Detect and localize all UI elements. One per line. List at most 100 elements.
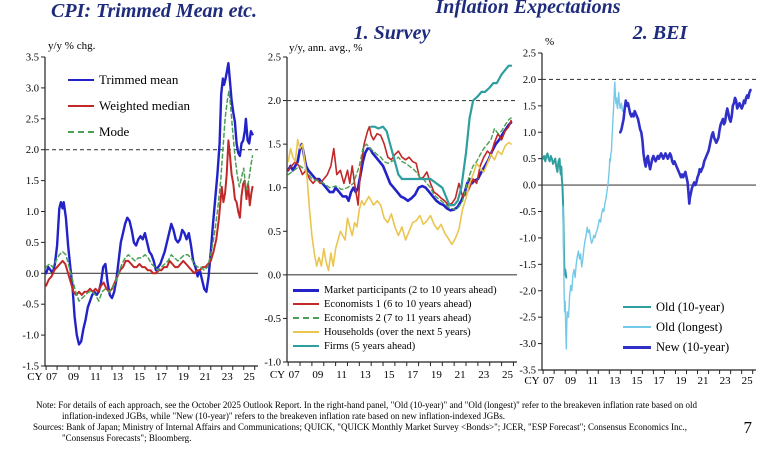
footnote-sources-line-2: "Consensus Forecasts"; Bloomberg. [62, 433, 192, 443]
y-tick-label: 2.5 [523, 49, 536, 60]
series-households-over-the-next-5-years [287, 139, 512, 272]
legend-label: Weighted median [99, 98, 191, 113]
y-tick-label: 2.0 [523, 75, 536, 86]
legend-line-sample [623, 345, 651, 349]
x-tick-label: 25 [502, 369, 514, 381]
cpi-legend: Trimmed mean Weighted median Mode [68, 67, 190, 145]
cpi-chart: -1.5 -1.0 -0.5 0.0 0.5 1.0 1.5 2.0 2.5 3.0 3.5 07 09… [22, 53, 258, 383]
y-tick-label: 3.5 [26, 53, 39, 64]
legend-line-sample [623, 326, 651, 328]
series-economists-2-7-to-11-years-ahead [287, 117, 512, 211]
y-tick-label: -1.0 [22, 331, 39, 342]
y-tick-label: 1.0 [268, 183, 281, 194]
x-tick-label: 07 [46, 371, 58, 383]
x-axis-prefix: CY [524, 375, 539, 387]
series-firms-5-years-ahead [370, 64, 513, 207]
x-tick-label: 15 [134, 371, 146, 383]
y-tick-label: -1.5 [22, 362, 39, 373]
y-tick-label: 2.5 [268, 53, 281, 64]
y-tick-label: 1.5 [26, 176, 39, 187]
legend-label: Firms (5 years ahead) [324, 340, 416, 352]
y-tick-label: -2.0 [519, 286, 536, 297]
x-tick-label: 17 [407, 369, 419, 381]
x-tick-label: 23 [478, 369, 490, 381]
y-tick-label: -1.0 [264, 358, 281, 369]
x-tick-label: 09 [312, 369, 324, 381]
y-tick-label: -0.5 [264, 314, 281, 325]
x-tick-label: 21 [200, 371, 211, 383]
footnote-note-line-2: inflation-indexed JGBs, while "New (10-y… [62, 411, 505, 421]
x-tick-label: 15 [631, 375, 643, 387]
legend-item: Economists 1 (6 to 10 years ahead) [293, 297, 497, 311]
footnote-note-line-1: Note: For details of each approach, see … [36, 400, 697, 410]
x-tick-label: 13 [112, 371, 124, 383]
bei-subtitle: 2. BEI [632, 22, 688, 44]
y-tick-label: -2.5 [519, 313, 536, 324]
legend-item: Old (longest) [623, 317, 729, 337]
legend-line-sample [293, 303, 319, 305]
y-tick-label: 2.0 [268, 96, 281, 107]
y-tick-label: -0.5 [519, 207, 536, 218]
legend-item: Households (over the next 5 years) [293, 325, 497, 339]
x-tick-label: 11 [336, 369, 347, 381]
x-tick-label: 13 [360, 369, 372, 381]
x-tick-label: 25 [742, 375, 754, 387]
x-tick-label: 19 [675, 375, 687, 387]
y-tick-label: 0.0 [26, 269, 39, 280]
bei-unit-label: % [545, 36, 555, 48]
x-tick-label: 09 [68, 371, 80, 383]
series-old-longest [562, 81, 624, 350]
y-tick-label: 0.5 [523, 154, 536, 165]
y-tick-label: 1.0 [523, 128, 536, 139]
legend-line-sample [68, 105, 94, 107]
inflation-expectations-title: Inflation Expectations [435, 0, 621, 18]
survey-unit-label: y/y, ann. avg., % [289, 42, 363, 54]
legend-label: Economists 1 (6 to 10 years ahead) [324, 298, 472, 310]
page-number: 7 [743, 418, 753, 437]
legend-line-sample [293, 331, 319, 333]
x-tick-label: 19 [431, 369, 443, 381]
cpi-unit-label: y/y % chg. [48, 40, 96, 52]
y-tick-label: 0.0 [523, 181, 536, 192]
legend-item: Economists 2 (7 to 11 years ahead) [293, 311, 497, 325]
x-tick-label: 17 [156, 371, 168, 383]
legend-item: Firms (5 years ahead) [293, 339, 497, 353]
series-market-participants-2-to-10-years-ahead [286, 121, 513, 212]
legend-label: Mode [99, 124, 130, 139]
x-tick-label: 23 [720, 375, 732, 387]
x-tick-label: 13 [609, 375, 621, 387]
y-tick-label: -3.5 [519, 366, 536, 377]
y-tick-label: 1.5 [523, 101, 536, 112]
legend-line-sample [68, 79, 94, 81]
series-trimmed-mean [44, 61, 254, 346]
y-tick-label: 0.5 [26, 238, 39, 249]
x-tick-label: 21 [698, 375, 709, 387]
legend-label: Economists 2 (7 to 11 years ahead) [324, 312, 472, 324]
legend-label: Households (over the next 5 years) [324, 326, 471, 338]
series-weighted-median [45, 139, 254, 296]
y-tick-label: 2.5 [26, 114, 39, 125]
bei-chart: -3.5 -3.0 -2.5 -2.0 -1.5 -1.0 -0.5 0.0 0.5 1.0 1.5… [519, 49, 756, 387]
x-tick-label: 11 [90, 371, 101, 383]
legend-line-sample [293, 317, 319, 319]
legend-line-sample [68, 131, 94, 133]
x-tick-label: 17 [653, 375, 665, 387]
cpi-panel-title: CPI: Trimmed Mean etc. [51, 0, 257, 22]
x-tick-label: 15 [383, 369, 395, 381]
y-tick-label: 2.0 [26, 145, 39, 156]
x-axis-prefix: CY [270, 369, 285, 381]
legend-label: Trimmed mean [99, 72, 179, 87]
x-tick-label: 25 [244, 371, 256, 383]
legend-label: Old (10-year) [656, 299, 725, 314]
y-tick-label: 3.0 [26, 83, 39, 94]
y-tick-label: -1.5 [519, 260, 536, 271]
series-new-10-year [619, 88, 752, 205]
legend-line-sample [293, 345, 319, 347]
series-mode [45, 90, 254, 302]
x-tick-label: 07 [289, 369, 301, 381]
x-axis-prefix: CY [27, 371, 42, 383]
y-tick-label: -1.0 [519, 233, 536, 244]
y-tick-label: 1.0 [26, 207, 39, 218]
x-tick-label: 07 [543, 375, 555, 387]
